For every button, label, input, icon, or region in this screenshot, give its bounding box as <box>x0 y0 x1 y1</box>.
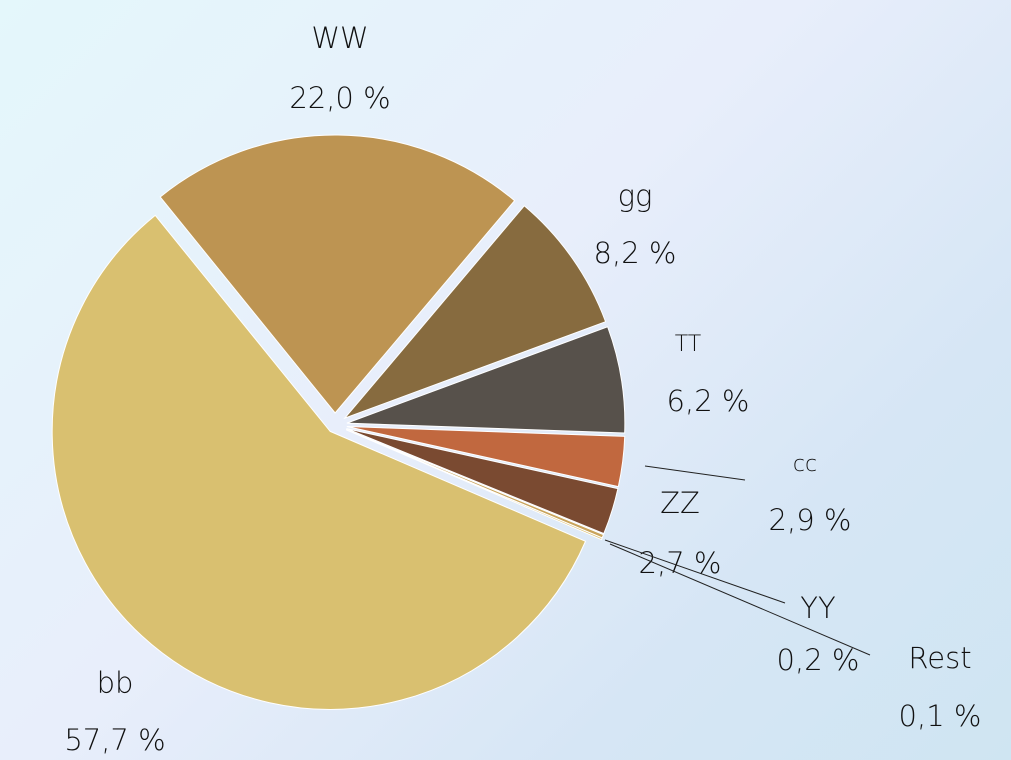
leader-line <box>609 543 871 656</box>
slice-label: YY <box>800 591 836 625</box>
slice-value-label: 2,7 % <box>639 546 722 580</box>
slice-value-label: 0,1 % <box>899 699 982 733</box>
pie-slice <box>343 205 607 420</box>
pie-slice <box>345 429 603 541</box>
slice-label: cc <box>793 452 817 477</box>
pie-slice <box>346 426 626 488</box>
leader-line <box>604 539 786 604</box>
slice-value-label: 8,2 % <box>594 236 677 270</box>
slice-label: bb <box>97 666 134 700</box>
pie-slice <box>346 326 626 434</box>
pie-slice <box>51 214 587 710</box>
slice-value-label: 6,2 % <box>667 384 750 418</box>
slice-label: Rest <box>908 641 971 675</box>
slice-value-label: 2,9 % <box>769 503 852 537</box>
pie-slice <box>159 134 516 414</box>
leader-line <box>644 465 746 481</box>
slice-label: TT <box>675 332 702 357</box>
slice-label: gg <box>618 179 653 213</box>
slice-value-label: 22,0 % <box>289 81 390 115</box>
slice-value-label: 0,2 % <box>777 643 860 677</box>
pie-slice <box>346 428 619 535</box>
slice-value-label: 57,7 % <box>64 723 165 757</box>
slice-label: ZZ <box>660 486 700 520</box>
slice-label: WW <box>311 21 368 55</box>
